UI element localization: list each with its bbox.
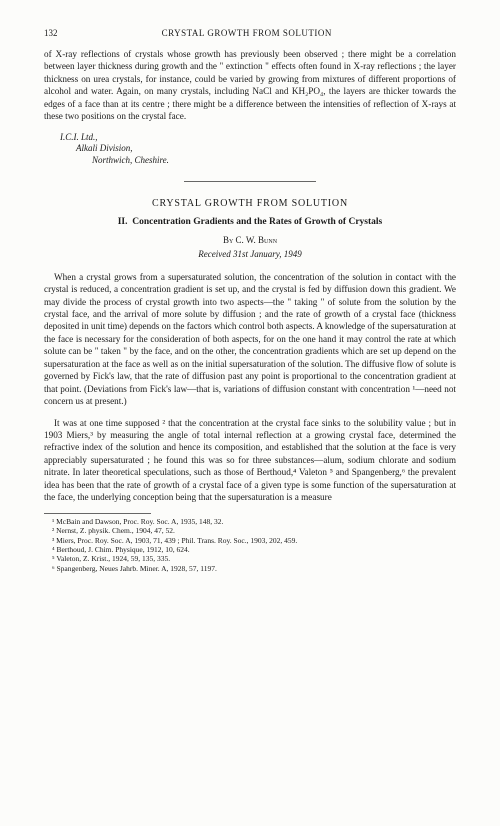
article-title: CRYSTAL GROWTH FROM SOLUTION <box>44 198 456 209</box>
paragraph-1: When a crystal grows from a supersaturat… <box>44 271 456 408</box>
author-line: By C. W. Bunn <box>44 235 456 245</box>
footnote-3: ³ Miers, Proc. Roy. Soc. A, 1903, 71, 43… <box>44 536 456 545</box>
author-name: C. W. Bunn <box>236 235 278 245</box>
affiliation-block: I.C.I. Ltd., Alkali Division, Northwich,… <box>60 132 456 167</box>
affiliation-line-1: I.C.I. Ltd., <box>60 132 456 144</box>
footnote-2: ² Nernst, Z. physik. Chem., 1904, 47, 52… <box>44 526 456 535</box>
footnote-4: ⁴ Berthoud, J. Chim. Physique, 1912, 10,… <box>44 545 456 554</box>
footnote-1: ¹ McBain and Dawson, Proc. Roy. Soc. A, … <box>44 517 456 526</box>
footnote-6: ⁶ Spangenberg, Neues Jahrb. Miner. A, 19… <box>44 564 456 573</box>
subtitle-number: II. <box>118 217 128 227</box>
page-header: 132 CRYSTAL GROWTH FROM SOLUTION <box>44 28 456 38</box>
continuation-paragraph: of X-ray reflections of crystals whose g… <box>44 48 456 123</box>
section-divider <box>184 181 316 182</box>
received-date: Received 31st January, 1949 <box>44 249 456 259</box>
article-subtitle: II. Concentration Gradients and the Rate… <box>44 217 456 227</box>
footnote-5: ⁵ Valeton, Z. Krist., 1924, 59, 135, 335… <box>44 554 456 563</box>
page-container: 132 CRYSTAL GROWTH FROM SOLUTION of X-ra… <box>0 0 500 826</box>
subtitle-text: Concentration Gradients and the Rates of… <box>132 217 382 227</box>
footnote-rule <box>44 513 151 514</box>
header-spacer <box>436 28 456 38</box>
paragraph-2: It was at one time supposed ² that the c… <box>44 417 456 504</box>
affiliation-line-2: Alkali Division, <box>76 143 456 155</box>
affiliation-line-3: Northwich, Cheshire. <box>92 155 456 167</box>
page-number: 132 <box>44 28 58 38</box>
author-by: By <box>223 235 233 245</box>
running-head: CRYSTAL GROWTH FROM SOLUTION <box>162 28 332 38</box>
